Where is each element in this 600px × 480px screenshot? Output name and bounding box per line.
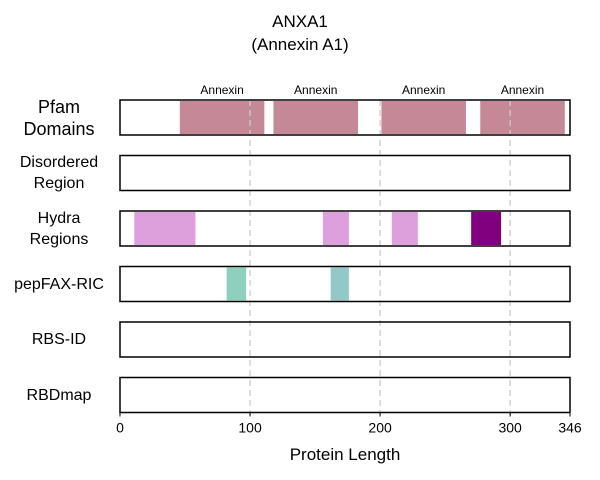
track-label: RBS-ID <box>0 329 118 350</box>
segment-bar <box>471 212 502 245</box>
x-axis-label: Protein Length <box>289 445 401 464</box>
x-tick-label: 346 <box>558 420 582 436</box>
track-frame <box>119 210 571 247</box>
segment-bar <box>381 101 466 134</box>
track-label-line: Regions <box>29 230 89 248</box>
chart-title: ANXA1 <box>272 12 328 31</box>
track-label-line: RBDmap <box>26 386 92 404</box>
segment-bar <box>480 101 565 134</box>
segment-label: Annexin <box>501 83 544 97</box>
x-tick-label: 100 <box>238 420 262 436</box>
track-label-line: Pfam <box>37 96 80 117</box>
track-frame <box>119 321 571 358</box>
track-label: RBDmap <box>0 385 118 406</box>
segment-bar <box>226 267 247 301</box>
track-label: Disordered Region <box>0 152 118 194</box>
segment-label: Annexin <box>200 83 243 97</box>
segment-label: Annexin <box>402 83 445 97</box>
segment-bar <box>273 101 359 134</box>
track-label-line: Domains <box>23 118 95 139</box>
x-tick-label: 300 <box>498 420 522 436</box>
segment-bar <box>391 212 418 245</box>
track-frame <box>119 376 571 414</box>
track-label: pepFAX-RIC <box>0 274 118 295</box>
track-frame <box>119 154 571 192</box>
track-label: Hydra Regions <box>0 208 118 250</box>
track-label-line: Disordered <box>19 154 99 171</box>
track-label-line: Region <box>33 175 85 192</box>
track-label-line: Hydra <box>37 209 81 227</box>
segment-label: Annexin <box>294 83 337 97</box>
chart-subtitle: (Annexin A1) <box>251 35 349 54</box>
track-background <box>120 322 570 357</box>
track-label: Pfam Domains <box>0 96 118 140</box>
track-label-line: RBS-ID <box>31 331 87 348</box>
segment-bar <box>179 101 265 134</box>
track-frame <box>119 265 571 303</box>
x-tick-label: 200 <box>368 420 392 436</box>
track-label-line: pepFAX-RIC <box>14 275 104 293</box>
track-background <box>120 377 570 413</box>
segment-bar <box>134 212 196 245</box>
track-frame <box>119 99 571 136</box>
track-background <box>120 155 570 191</box>
segment-bar <box>330 267 349 301</box>
segment-bar <box>322 212 349 245</box>
x-tick-label: 0 <box>116 420 124 436</box>
